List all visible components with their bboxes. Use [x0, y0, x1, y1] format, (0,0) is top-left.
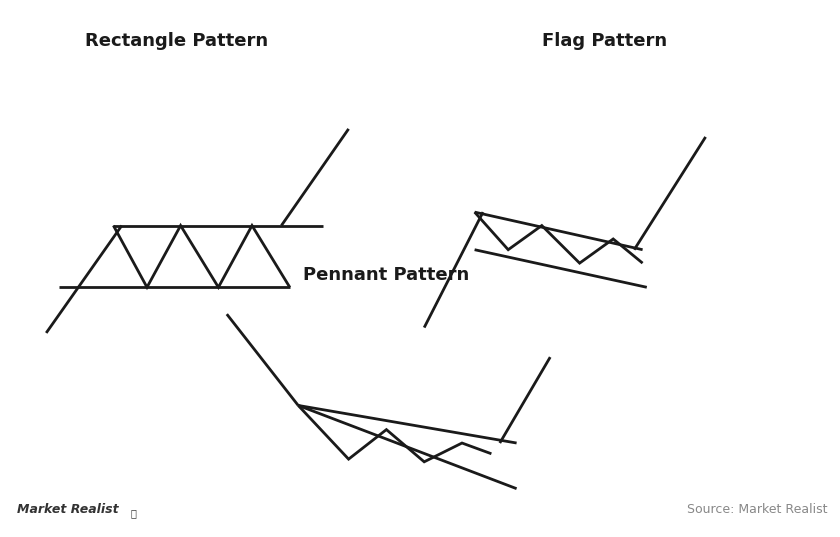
Text: Rectangle Pattern: Rectangle Pattern: [85, 32, 268, 50]
Text: Source: Market Realist: Source: Market Realist: [687, 503, 827, 516]
Text: Pennant Pattern: Pennant Pattern: [303, 266, 470, 284]
Text: Flag Pattern: Flag Pattern: [543, 32, 667, 50]
Text: Market Realist: Market Realist: [17, 503, 118, 516]
Text: Ⓠ: Ⓠ: [130, 508, 136, 518]
